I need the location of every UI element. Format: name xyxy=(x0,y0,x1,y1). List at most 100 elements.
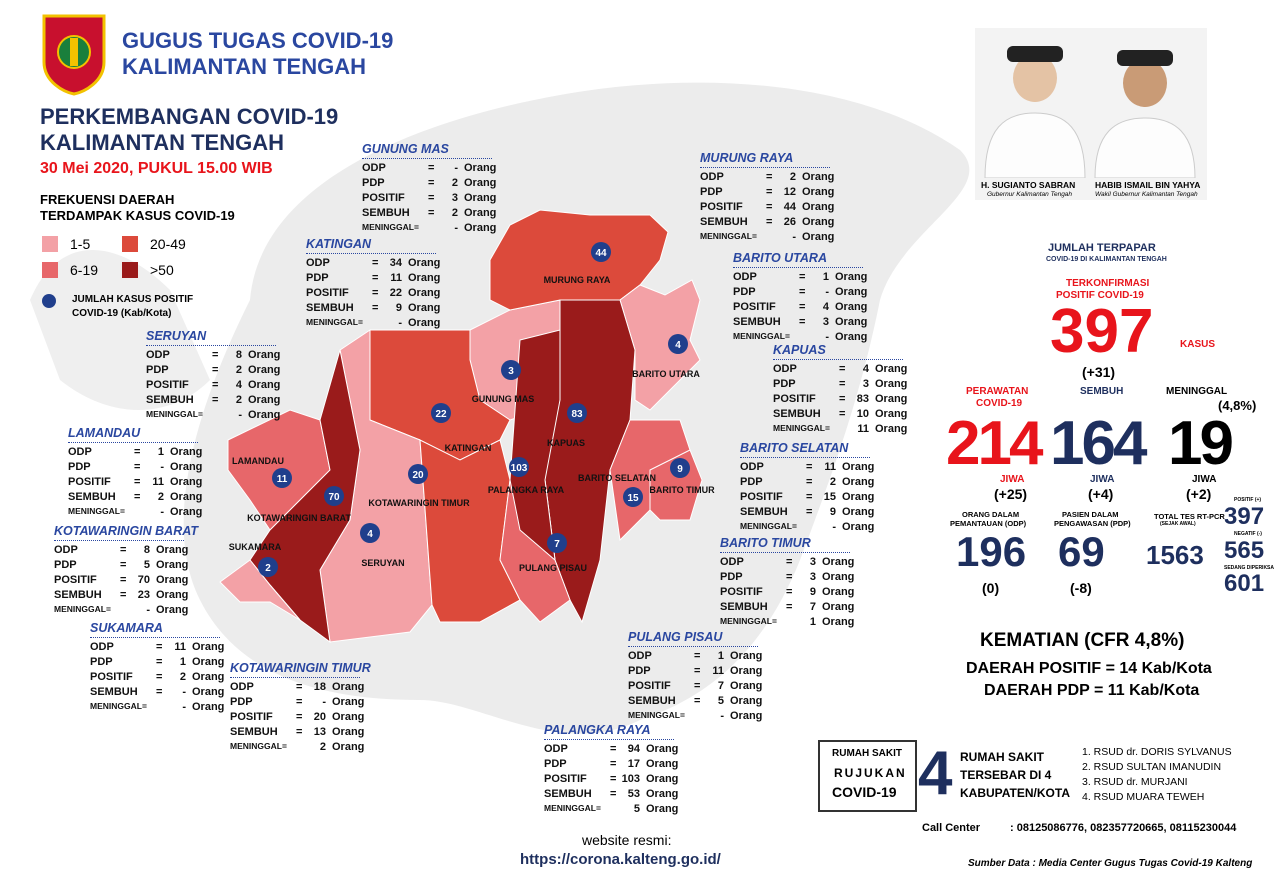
row-label: ODP xyxy=(68,446,92,458)
row-value: 18 xyxy=(313,681,326,693)
row-value: 3 xyxy=(809,556,816,568)
row-unit: Orang xyxy=(248,364,281,376)
row-unit: Orang xyxy=(464,222,497,234)
positive-marker xyxy=(360,523,380,543)
row-label: MENINGGAL= xyxy=(146,409,203,419)
row-unit: Orang xyxy=(802,216,835,228)
region-title: KAPUAS xyxy=(773,343,826,357)
row-unit: Orang xyxy=(248,394,281,406)
positive-marker-value: 103 xyxy=(511,463,528,474)
row-unit: Orang xyxy=(156,589,189,601)
row-unit: Orang xyxy=(802,186,835,198)
row-label: PDP xyxy=(68,461,91,473)
exposed-subtitle: COVID-19 DI KALIMANTAN TENGAH xyxy=(1046,256,1167,263)
row-unit: Orang xyxy=(646,743,679,755)
row-label: ODP xyxy=(306,257,330,269)
region-title-rule xyxy=(362,158,492,159)
treated-value: 214 xyxy=(946,409,1043,478)
row-unit: Orang xyxy=(332,681,365,693)
confirmed-value: 397 xyxy=(1050,297,1154,366)
row-equals: = xyxy=(156,641,163,653)
row-label: MENINGGAL= xyxy=(544,803,601,813)
region-title: GUNUNG MAS xyxy=(362,142,449,156)
row-value: 83 xyxy=(856,393,869,405)
legend-swatch xyxy=(42,262,58,278)
row-value: 12 xyxy=(783,186,796,198)
row-label: ODP xyxy=(90,641,114,653)
row-unit: Orang xyxy=(192,701,225,713)
confirmed-change: (+31) xyxy=(1082,364,1116,380)
region-title-rule xyxy=(740,457,870,458)
row-value: 34 xyxy=(389,257,402,269)
row-unit: Orang xyxy=(464,207,497,219)
row-unit: Orang xyxy=(875,363,908,375)
row-unit: Orang xyxy=(332,726,365,738)
hospital-count: 4 xyxy=(918,739,953,808)
row-value: - xyxy=(832,521,836,533)
row-label: MENINGGAL= xyxy=(773,423,830,433)
row-unit: Orang xyxy=(170,461,203,473)
row-unit: Orang xyxy=(156,604,189,616)
row-value: - xyxy=(454,222,458,234)
row-equals: = xyxy=(120,589,127,601)
row-value: 2 xyxy=(319,741,326,753)
positive-marker-value: 11 xyxy=(277,474,288,485)
exposed-title: JUMLAH TERPAPAR xyxy=(1048,242,1156,254)
recovered-unit: JIWA xyxy=(1090,474,1115,485)
region-title-rule xyxy=(230,677,360,678)
row-equals: = xyxy=(156,686,163,698)
row-equals: = xyxy=(212,394,219,406)
tests-note: (SEJAK AWAL) xyxy=(1160,521,1196,527)
row-value: - xyxy=(792,231,796,243)
row-unit: Orang xyxy=(875,423,908,435)
row-equals: = xyxy=(766,201,773,213)
row-value: - xyxy=(182,701,186,713)
website-label: website resmi: xyxy=(582,832,672,848)
row-equals: = xyxy=(799,286,806,298)
deaths-unit: JIWA xyxy=(1192,474,1217,485)
row-value: 3 xyxy=(822,316,829,328)
deaths-rate: (4,8%) xyxy=(1218,398,1257,413)
row-value: 9 xyxy=(395,302,402,314)
row-value: 2 xyxy=(179,671,186,683)
row-unit: Orang xyxy=(408,287,441,299)
row-label: POSITIF xyxy=(700,201,743,213)
row-unit: Orang xyxy=(192,686,225,698)
row-label: POSITIF xyxy=(773,393,816,405)
row-equals: = xyxy=(766,171,773,183)
row-equals: = xyxy=(799,301,806,313)
row-value: - xyxy=(322,696,326,708)
map-region-label: SERUYAN xyxy=(361,558,404,568)
row-value: - xyxy=(454,162,458,174)
logo xyxy=(42,14,106,96)
hospital-label: COVID-19 xyxy=(832,784,897,800)
row-unit: Orang xyxy=(646,758,679,770)
row-value: 4 xyxy=(235,379,242,391)
row-unit: Orang xyxy=(408,317,441,329)
row-value: 2 xyxy=(789,171,796,183)
region-title-rule xyxy=(146,345,276,346)
row-equals: = xyxy=(766,216,773,228)
legend-marker xyxy=(42,294,56,308)
map-region-label: GUNUNG MAS xyxy=(472,394,535,404)
row-label: POSITIF xyxy=(740,491,783,503)
row-value: 2 xyxy=(235,394,242,406)
row-equals: = xyxy=(134,476,141,488)
legend-swatch xyxy=(122,262,138,278)
row-equals: = xyxy=(610,758,617,770)
row-label: MENINGGAL= xyxy=(720,616,777,626)
row-unit: Orang xyxy=(822,586,855,598)
row-value: 10 xyxy=(856,408,869,420)
row-unit: Orang xyxy=(332,711,365,723)
positive-marker xyxy=(668,334,688,354)
row-label: PDP xyxy=(544,758,567,770)
row-unit: Orang xyxy=(248,379,281,391)
row-equals: = xyxy=(766,186,773,198)
row-label: MENINGGAL= xyxy=(54,604,111,614)
region-area xyxy=(619,279,701,411)
region-area xyxy=(219,559,301,621)
row-label: MENINGGAL= xyxy=(733,331,790,341)
region-title-rule xyxy=(54,540,184,541)
row-value: 1 xyxy=(809,616,816,628)
region-title: SUKAMARA xyxy=(90,621,163,635)
